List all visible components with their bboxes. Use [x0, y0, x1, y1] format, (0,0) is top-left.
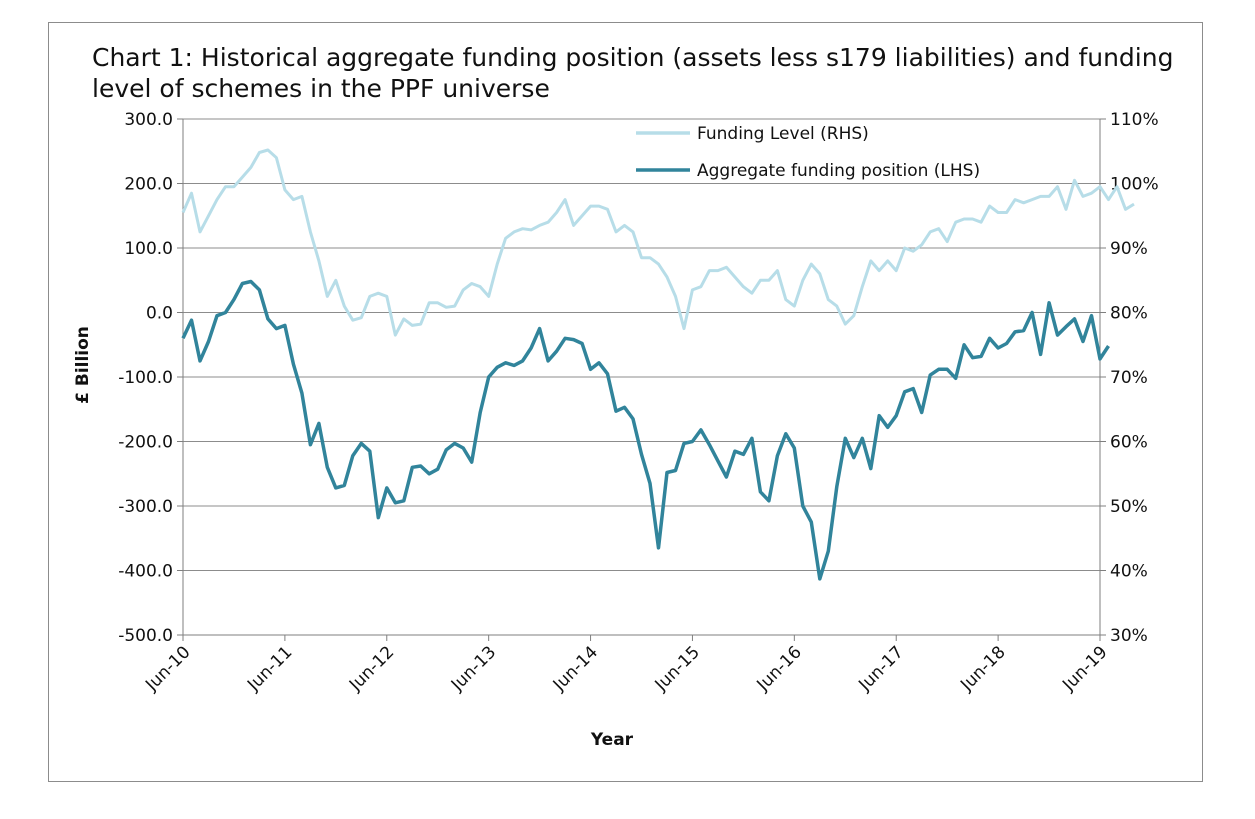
x-tick-label: Jun-17: [854, 642, 907, 695]
x-tick-label: Jun-13: [447, 642, 500, 695]
x-tick-label: Jun-19: [1058, 642, 1111, 695]
x-tick-label: Jun-10: [141, 642, 194, 695]
y-tick-label: -400.0: [118, 562, 173, 582]
y-tick-label: -200.0: [118, 433, 173, 453]
y-tick-label: -500.0: [118, 626, 173, 646]
y-tick-label: 300.0: [124, 110, 173, 130]
x-tick-label: Jun-14: [549, 642, 602, 695]
y2-tick-label: 30%: [1110, 626, 1148, 646]
x-tick-label: Jun-12: [345, 642, 398, 695]
y-tick-label: -100.0: [118, 368, 173, 388]
grid-lines: [183, 118, 1100, 571]
chart-frame: [48, 22, 1203, 782]
x-tick-label: Jun-16: [753, 642, 806, 695]
x-tick-label: Jun-11: [243, 642, 296, 695]
y2-tick-label: 40%: [1110, 562, 1148, 582]
y2-tick-label: 80%: [1110, 304, 1148, 324]
legend-label-aggregate-position: Aggregate funding position (LHS): [697, 161, 980, 181]
y2-tick-label: 90%: [1110, 239, 1148, 259]
funding-level-line: [181, 148, 1135, 337]
legend-label-funding-level: Funding Level (RHS): [697, 124, 869, 144]
y2-tick-label: 70%: [1110, 368, 1148, 388]
y-axis-label: £ Billion: [73, 326, 93, 404]
y-tick-label: 0.0: [146, 304, 173, 324]
aggregate-funding-position-line: [181, 279, 1110, 581]
chart-title: Chart 1: Historical aggregate funding po…: [92, 43, 1174, 103]
y-tick-label: 100.0: [124, 239, 173, 259]
y-tick-label: -300.0: [118, 497, 173, 517]
y2-tick-label: 50%: [1110, 497, 1148, 517]
y2-tick-label: 60%: [1110, 433, 1148, 453]
series-lines: [181, 148, 1135, 581]
y2-tick-label: 110%: [1110, 110, 1159, 130]
legend: Funding Level (RHS) Aggregate funding pos…: [636, 124, 980, 181]
x-tick-label: Jun-15: [651, 642, 704, 695]
y2-tick-label: 100%: [1110, 175, 1159, 195]
x-tick-label: Jun-18: [956, 642, 1009, 695]
axes: 300.0 110% 200.0 100% 100.0 90% 0.0 80% -100.0 70…: [118, 110, 1158, 696]
x-axis-label: Year: [590, 730, 634, 750]
y-tick-label: 200.0: [124, 175, 173, 195]
